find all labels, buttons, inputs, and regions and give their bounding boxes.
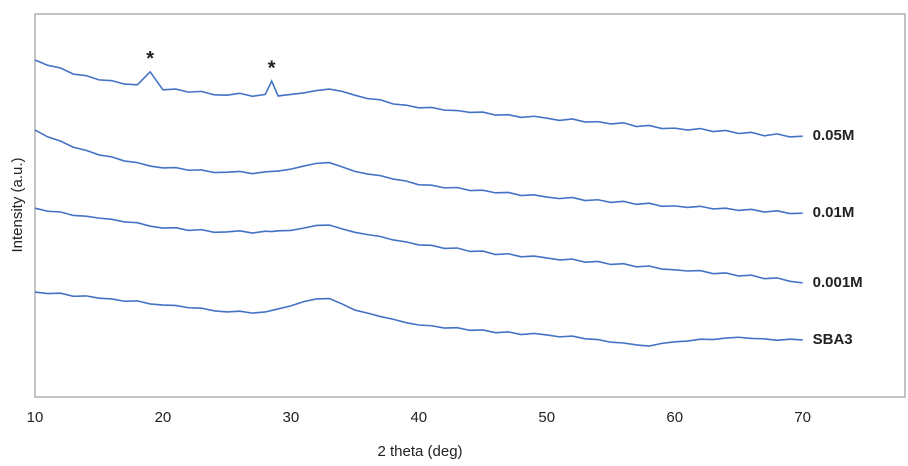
series-line — [34, 59, 803, 138]
series-line — [34, 291, 803, 347]
x-axis-label: 2 theta (deg) — [377, 443, 462, 460]
series-line — [34, 129, 803, 215]
series-label: SBA3 — [813, 331, 853, 348]
annotation: * — [146, 48, 154, 70]
plot-frame — [34, 13, 906, 398]
series-label: 0.05M — [813, 127, 855, 144]
x-tick-label: 40 — [410, 409, 427, 426]
x-tick-label: 50 — [538, 409, 555, 426]
x-tick-label: 20 — [155, 409, 172, 426]
x-tick-label: 30 — [283, 409, 300, 426]
y-axis-label: Intensity (a.u.) — [9, 157, 26, 252]
annotation: * — [268, 57, 276, 79]
series-label: 0.01M — [813, 204, 855, 221]
series-line — [34, 207, 803, 284]
series-label: 0.001M — [813, 274, 863, 291]
x-tick-label: 60 — [666, 409, 683, 426]
x-tick-label: 10 — [27, 409, 44, 426]
x-tick-label: 70 — [794, 409, 811, 426]
